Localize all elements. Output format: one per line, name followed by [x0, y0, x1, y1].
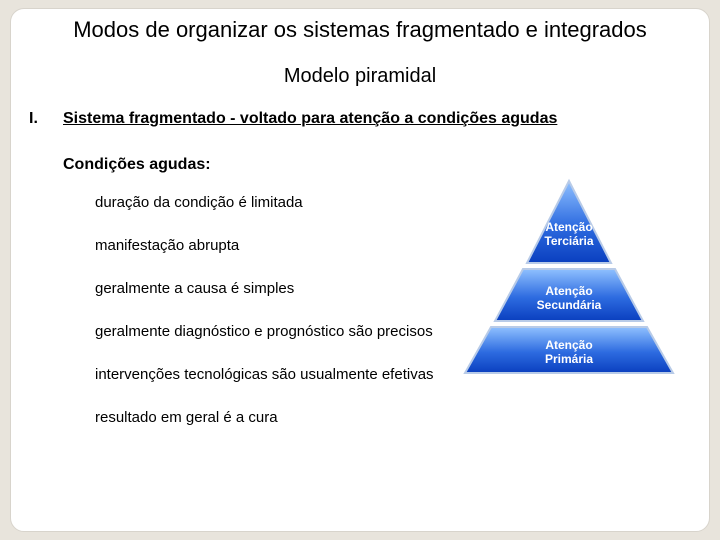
slide-subtitle: Modelo piramidal [29, 65, 691, 88]
pyramid-svg [459, 177, 679, 375]
pyramid-diagram: Atenção Terciária Atenção Secundária Ate… [459, 177, 679, 375]
slide-card: Modos de organizar os sistemas fragmenta… [10, 8, 710, 532]
pyramid-tier-top [527, 181, 611, 263]
pyramid-tier-middle [495, 269, 643, 321]
roman-numeral: I. [29, 110, 63, 128]
section-heading: Sistema fragmentado - voltado para atenç… [63, 110, 557, 128]
pyramid-tier-bottom [465, 327, 673, 373]
list-item: resultado em geral é a cura [95, 409, 691, 426]
section-row: I. Sistema fragmentado - voltado para at… [29, 110, 691, 128]
slide-title: Modos de organizar os sistemas fragmenta… [29, 17, 691, 43]
sub-heading: Condições agudas: [63, 156, 691, 174]
